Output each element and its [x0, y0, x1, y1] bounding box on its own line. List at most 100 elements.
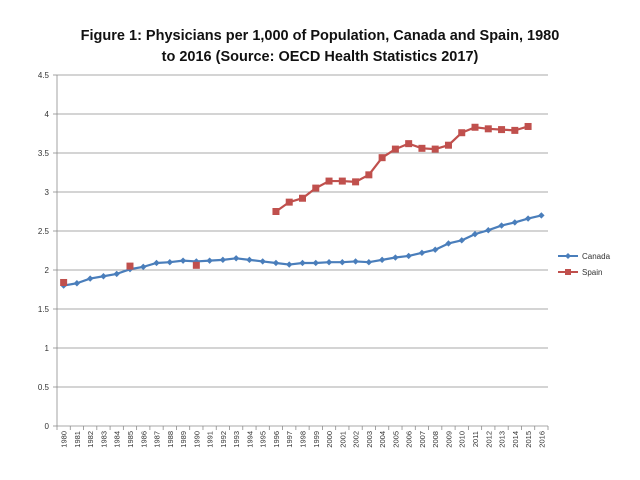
x-tick-label: 1994: [245, 431, 254, 448]
x-tick-label: 2014: [511, 431, 520, 448]
data-point-spain: [444, 141, 452, 149]
y-tick-label: 3: [45, 188, 50, 197]
data-point-canada: [458, 237, 465, 244]
x-tick-label: 2007: [418, 431, 427, 448]
data-point-canada: [113, 270, 120, 278]
x-tick-label: 2001: [338, 431, 347, 448]
series-canada: [60, 212, 545, 289]
y-tick-label: 1.5: [38, 305, 50, 314]
y-tick-label: 0.5: [38, 383, 50, 392]
legend-item-spain: Spain: [558, 268, 602, 277]
x-tick-label: 2010: [458, 431, 467, 448]
x-tick-label: 2012: [484, 431, 493, 448]
series-line-canada: [63, 214, 542, 287]
data-point-canada: [153, 259, 160, 267]
x-tick-label: 1986: [139, 431, 148, 448]
data-point-canada: [378, 256, 386, 264]
x-tick-label: 1991: [206, 431, 215, 448]
x-tick-label: 1996: [272, 431, 281, 448]
data-point-canada: [286, 261, 293, 268]
x-tick-label: 1992: [219, 431, 228, 448]
y-axis-ticks: 0 0.5 1 1.5 2 2.5 3 3.5 4 4.5: [38, 71, 57, 431]
data-point-spain: [126, 262, 134, 270]
chart-title-line-2: to 2016 (Source: OECD Health Statistics …: [161, 49, 479, 65]
data-point-spain: [431, 145, 439, 153]
x-tick-label: 1983: [99, 431, 108, 448]
x-tick-label: 1981: [73, 431, 82, 448]
data-point-canada: [392, 254, 399, 261]
x-tick-label: 1997: [285, 431, 294, 448]
x-tick-label: 2002: [352, 431, 361, 448]
data-point-canada: [352, 258, 359, 265]
data-point-canada: [86, 275, 94, 282]
data-point-spain: [471, 123, 479, 131]
x-tick-label: 1980: [60, 431, 69, 448]
y-tick-label: 4.5: [38, 71, 50, 80]
legend-label: Canada: [582, 252, 611, 261]
data-point-spain: [325, 177, 333, 185]
data-point-spain: [405, 140, 413, 148]
y-tick-label: 0: [45, 422, 50, 431]
data-point-canada: [405, 252, 412, 260]
data-point-spain: [484, 125, 492, 133]
legend-swatch-marker: [565, 269, 571, 275]
data-point-canada: [538, 212, 545, 219]
data-point-spain: [418, 144, 426, 152]
data-point-canada: [445, 240, 452, 247]
data-point-canada: [299, 259, 306, 267]
x-tick-label: 1988: [166, 431, 175, 448]
chart-title-line-1: Figure 1: Physicians per 1,000 of Popula…: [80, 28, 560, 44]
data-point-canada: [100, 273, 107, 280]
series-spain: [60, 122, 532, 286]
data-point-canada: [511, 219, 519, 226]
data-point-canada: [524, 215, 532, 222]
data-point-spain: [458, 129, 466, 137]
data-point-canada: [471, 230, 479, 238]
data-point-spain: [312, 184, 320, 192]
x-tick-label: 2005: [391, 431, 400, 448]
x-tick-label: 1993: [232, 431, 241, 448]
legend-label: Spain: [582, 268, 602, 277]
data-point-spain: [60, 278, 68, 286]
x-tick-label: 2009: [444, 431, 453, 448]
y-tick-label: 3.5: [38, 149, 50, 158]
y-tick-label: 1: [45, 344, 50, 353]
data-point-canada: [259, 258, 266, 265]
data-point-canada: [206, 257, 213, 264]
x-tick-label: 1999: [312, 431, 321, 448]
data-point-canada: [312, 259, 319, 267]
x-tick-label: 1982: [86, 431, 95, 448]
data-point-canada: [179, 257, 187, 264]
x-tick-label: 1998: [299, 431, 308, 448]
data-point-canada: [418, 249, 426, 257]
x-tick-label: 1985: [126, 431, 135, 448]
data-point-canada: [140, 263, 147, 271]
data-point-canada: [246, 256, 253, 264]
data-point-canada: [219, 256, 227, 264]
x-tick-label: 2008: [431, 431, 440, 448]
x-tick-label: 2000: [325, 431, 334, 448]
data-point-canada: [485, 227, 492, 234]
series: [60, 122, 545, 289]
legend-item-canada: Canada: [558, 252, 611, 261]
data-point-spain: [524, 122, 532, 130]
x-tick-label: 2004: [378, 431, 387, 448]
x-tick-label: 2011: [471, 431, 480, 447]
data-point-spain: [391, 145, 399, 153]
data-point-canada: [73, 280, 81, 287]
data-point-spain: [285, 198, 293, 206]
data-point-canada: [166, 259, 173, 266]
axes: [56, 75, 548, 427]
x-tick-label: 2003: [365, 431, 374, 448]
y-tick-label: 4: [45, 110, 50, 119]
x-axis-ticks: 1980 1981 1982 1983 1984 1985 1986 1987 1988 1989…: [56, 426, 549, 448]
chart-title: Figure 1: Physicians per 1,000 of Popula…: [40, 26, 600, 68]
data-point-spain: [192, 261, 200, 269]
data-point-spain: [352, 178, 360, 186]
data-point-spain: [272, 208, 280, 215]
data-point-canada: [365, 259, 373, 266]
x-tick-label: 2015: [524, 431, 533, 448]
data-point-canada: [232, 255, 240, 262]
y-tick-label: 2.5: [38, 227, 50, 236]
